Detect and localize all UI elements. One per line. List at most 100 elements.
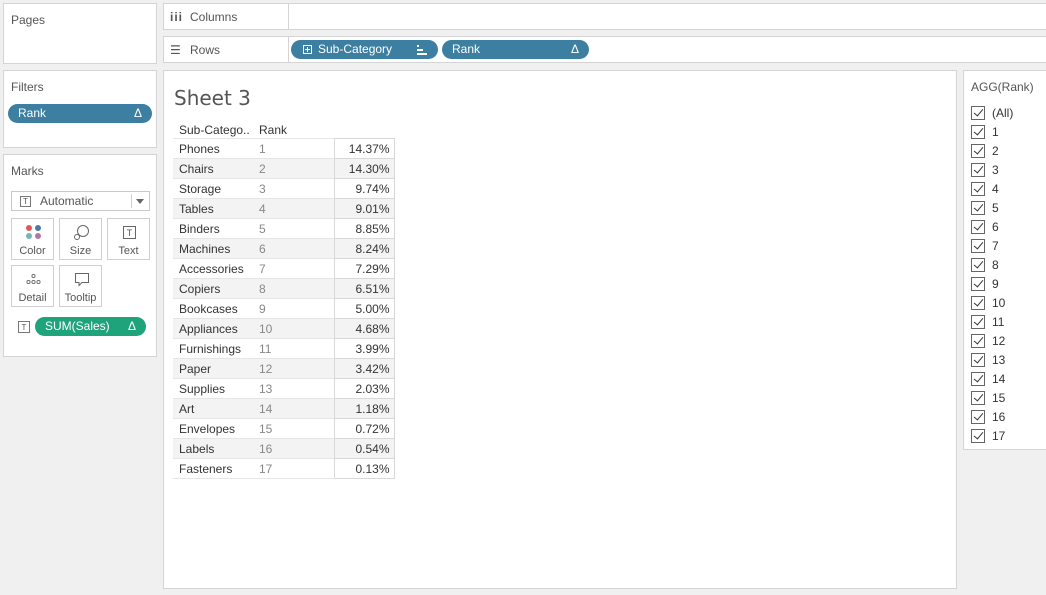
table-row[interactable]: Fasteners 17 0.13% [173, 458, 395, 479]
rank-cell[interactable]: 5 [253, 218, 335, 239]
rank-cell[interactable]: 9 [253, 298, 335, 319]
rank-cell[interactable]: 10 [253, 318, 335, 339]
sum-sales-pill[interactable]: SUM(Sales) Δ [35, 317, 146, 336]
table-row[interactable]: Appliances 10 4.68% [173, 318, 395, 339]
checkbox-checked-icon[interactable] [971, 239, 985, 253]
table-row[interactable]: Art 14 1.18% [173, 398, 395, 419]
checkbox-checked-icon[interactable] [971, 106, 985, 120]
sub-category-cell[interactable]: Art [173, 398, 253, 419]
sub-category-cell[interactable]: Accessories [173, 258, 253, 279]
checkbox-checked-icon[interactable] [971, 429, 985, 443]
sales-percent-cell[interactable]: 9.74% [334, 178, 395, 199]
header-rank[interactable]: Rank [259, 123, 288, 137]
sales-percent-cell[interactable]: 7.29% [334, 258, 395, 279]
sub-category-cell[interactable]: Furnishings [173, 338, 253, 359]
checkbox-checked-icon[interactable] [971, 353, 985, 367]
table-row[interactable]: Copiers 8 6.51% [173, 278, 395, 299]
rank-cell[interactable]: 4 [253, 198, 335, 219]
checkbox-checked-icon[interactable] [971, 277, 985, 291]
sub-category-cell[interactable]: Machines [173, 238, 253, 259]
checkbox-checked-icon[interactable] [971, 258, 985, 272]
sales-percent-cell[interactable]: 9.01% [334, 198, 395, 219]
sales-percent-cell[interactable]: 8.85% [334, 218, 395, 239]
checkbox-checked-icon[interactable] [971, 372, 985, 386]
sales-percent-cell[interactable]: 4.68% [334, 318, 395, 339]
sub-category-cell[interactable]: Fasteners [173, 458, 253, 479]
table-row[interactable]: Binders 5 8.85% [173, 218, 395, 239]
table-row[interactable]: Paper 12 3.42% [173, 358, 395, 379]
rank-cell[interactable]: 15 [253, 418, 335, 439]
sales-percent-cell[interactable]: 6.51% [334, 278, 395, 299]
checkbox-checked-icon[interactable] [971, 125, 985, 139]
size-button[interactable]: Size [59, 218, 102, 260]
table-row[interactable]: Accessories 7 7.29% [173, 258, 395, 279]
sub-category-cell[interactable]: Storage [173, 178, 253, 199]
sales-percent-cell[interactable]: 8.24% [334, 238, 395, 259]
checkbox-checked-icon[interactable] [971, 144, 985, 158]
checkbox-checked-icon[interactable] [971, 220, 985, 234]
sales-percent-cell[interactable]: 0.54% [334, 438, 395, 459]
sub-category-cell[interactable]: Labels [173, 438, 253, 459]
sales-percent-cell[interactable]: 14.37% [334, 138, 395, 159]
columns-shelf[interactable]: iii Columns [163, 3, 1046, 30]
mark-type-dropdown[interactable]: T Automatic [11, 191, 150, 211]
sub-category-cell[interactable]: Paper [173, 358, 253, 379]
rank-cell[interactable]: 16 [253, 438, 335, 459]
header-sub-category[interactable]: Sub-Catego.. [179, 123, 250, 137]
table-row[interactable]: Labels 16 0.54% [173, 438, 395, 459]
table-row[interactable]: Machines 6 8.24% [173, 238, 395, 259]
rank-cell[interactable]: 3 [253, 178, 335, 199]
checkbox-checked-icon[interactable] [971, 315, 985, 329]
sub-category-cell[interactable]: Bookcases [173, 298, 253, 319]
checkbox-checked-icon[interactable] [971, 182, 985, 196]
rank-cell[interactable]: 12 [253, 358, 335, 379]
sub-category-cell[interactable]: Copiers [173, 278, 253, 299]
rank-pill[interactable]: Rank Δ [442, 40, 589, 59]
rank-cell[interactable]: 17 [253, 458, 335, 479]
rank-cell[interactable]: 13 [253, 378, 335, 399]
sub-category-cell[interactable]: Phones [173, 138, 253, 159]
rows-shelf[interactable]: ☰ Rows Sub-Category Rank Δ [163, 36, 1046, 63]
checkbox-checked-icon[interactable] [971, 334, 985, 348]
table-row[interactable]: Bookcases 9 5.00% [173, 298, 395, 319]
table-row[interactable]: Envelopes 15 0.72% [173, 418, 395, 439]
sub-category-cell[interactable]: Tables [173, 198, 253, 219]
checkbox-checked-icon[interactable] [971, 163, 985, 177]
sub-category-pill[interactable]: Sub-Category [291, 40, 438, 59]
sales-percent-cell[interactable]: 1.18% [334, 398, 395, 419]
sub-category-cell[interactable]: Appliances [173, 318, 253, 339]
sub-category-cell[interactable]: Supplies [173, 378, 253, 399]
sales-percent-cell[interactable]: 5.00% [334, 298, 395, 319]
checkbox-checked-icon[interactable] [971, 410, 985, 424]
color-button[interactable]: Color [11, 218, 54, 260]
table-row[interactable]: Phones 1 14.37% [173, 138, 395, 159]
checkbox-checked-icon[interactable] [971, 201, 985, 215]
sales-percent-cell[interactable]: 3.42% [334, 358, 395, 379]
filter-pill-rank[interactable]: Rank Δ [8, 104, 152, 123]
table-row[interactable]: Storage 3 9.74% [173, 178, 395, 199]
rank-cell[interactable]: 14 [253, 398, 335, 419]
tooltip-button[interactable]: Tooltip [59, 265, 102, 307]
rank-cell[interactable]: 7 [253, 258, 335, 279]
checkbox-checked-icon[interactable] [971, 391, 985, 405]
rank-cell[interactable]: 1 [253, 138, 335, 159]
detail-button[interactable]: Detail [11, 265, 54, 307]
sales-percent-cell[interactable]: 14.30% [334, 158, 395, 179]
rank-cell[interactable]: 6 [253, 238, 335, 259]
sub-category-cell[interactable]: Binders [173, 218, 253, 239]
sub-category-cell[interactable]: Chairs [173, 158, 253, 179]
table-row[interactable]: Furnishings 11 3.99% [173, 338, 395, 359]
sales-percent-cell[interactable]: 3.99% [334, 338, 395, 359]
sales-percent-cell[interactable]: 0.72% [334, 418, 395, 439]
sales-percent-cell[interactable]: 0.13% [334, 458, 395, 479]
rank-cell[interactable]: 11 [253, 338, 335, 359]
sales-percent-cell[interactable]: 2.03% [334, 378, 395, 399]
table-row[interactable]: Tables 4 9.01% [173, 198, 395, 219]
text-button[interactable]: T Text [107, 218, 150, 260]
table-row[interactable]: Chairs 2 14.30% [173, 158, 395, 179]
sub-category-cell[interactable]: Envelopes [173, 418, 253, 439]
checkbox-checked-icon[interactable] [971, 296, 985, 310]
rank-cell[interactable]: 2 [253, 158, 335, 179]
rank-cell[interactable]: 8 [253, 278, 335, 299]
table-row[interactable]: Supplies 13 2.03% [173, 378, 395, 399]
